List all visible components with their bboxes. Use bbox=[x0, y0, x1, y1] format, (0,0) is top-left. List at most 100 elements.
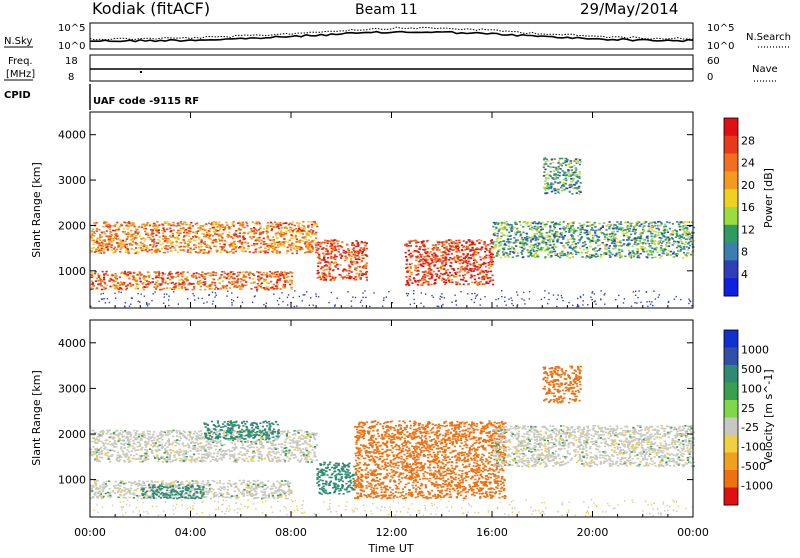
noise-dot bbox=[304, 294, 305, 295]
scatter-cell bbox=[115, 250, 117, 252]
scatter-cell bbox=[481, 247, 483, 249]
scatter-cell bbox=[529, 246, 531, 248]
scatter-cell bbox=[680, 241, 682, 243]
scatter-cell bbox=[459, 263, 461, 265]
scatter-cell bbox=[448, 243, 450, 245]
scatter-cell bbox=[459, 242, 461, 244]
scatter-cell bbox=[301, 458, 303, 460]
scatter-cell bbox=[661, 242, 663, 244]
scatter-cell bbox=[445, 270, 447, 272]
scatter-cell bbox=[609, 256, 611, 258]
scatter-cell bbox=[652, 240, 654, 242]
scatter-cell bbox=[152, 434, 154, 436]
scatter-cell bbox=[521, 233, 523, 235]
scatter-cell bbox=[586, 221, 588, 223]
scatter-cell bbox=[147, 283, 149, 285]
scatter-cell bbox=[485, 270, 487, 272]
scatter-cell bbox=[175, 245, 177, 247]
scatter-cell bbox=[555, 173, 557, 175]
scatter-cell bbox=[572, 222, 574, 224]
scatter-cell bbox=[324, 242, 326, 244]
noise-dot bbox=[309, 305, 310, 306]
scatter-cell bbox=[311, 251, 313, 253]
scatter-cell bbox=[576, 174, 578, 176]
scatter-cell bbox=[133, 225, 135, 227]
scatter-cell bbox=[317, 270, 319, 272]
scatter-cell bbox=[127, 228, 129, 230]
scatter-cell bbox=[189, 252, 191, 254]
scatter-cell bbox=[629, 223, 631, 225]
scatter-cell bbox=[152, 281, 154, 283]
scatter-cell bbox=[664, 224, 666, 226]
scatter-cell bbox=[489, 277, 491, 279]
scatter-cell bbox=[98, 238, 100, 240]
scatter-cell bbox=[431, 277, 433, 279]
scatter-cell bbox=[212, 278, 214, 280]
scatter-cell bbox=[438, 277, 440, 279]
scatter-cell bbox=[686, 256, 688, 258]
scatter-cell bbox=[169, 271, 171, 273]
scatter-cell bbox=[190, 283, 192, 285]
scatter-cell bbox=[406, 267, 408, 269]
noise-dot bbox=[192, 293, 193, 294]
scatter-cell bbox=[442, 255, 444, 257]
scatter-cell bbox=[242, 222, 244, 224]
scatter-cell bbox=[330, 256, 332, 258]
scatter-cell bbox=[546, 249, 548, 251]
scatter-cell bbox=[355, 277, 357, 279]
scatter-cell bbox=[152, 246, 154, 248]
scatter-cell bbox=[481, 248, 483, 250]
scatter-cell bbox=[455, 246, 457, 248]
scatter-cell bbox=[688, 247, 690, 249]
scatter-cell bbox=[427, 284, 429, 286]
scatter-cell bbox=[316, 226, 318, 228]
scatter-cell bbox=[170, 250, 172, 252]
scatter-cell bbox=[559, 158, 561, 160]
noise-dot bbox=[103, 298, 104, 299]
scatter-cell bbox=[406, 280, 408, 282]
noise-dot bbox=[444, 297, 445, 298]
scatter-cell bbox=[302, 221, 304, 223]
scatter-cell bbox=[676, 235, 678, 237]
scatter-cell bbox=[233, 248, 235, 250]
scatter-cell bbox=[536, 250, 538, 252]
scatter-cell bbox=[485, 255, 487, 257]
scatter-cell bbox=[216, 445, 218, 447]
scatter-cell bbox=[612, 248, 614, 250]
scatter-cell bbox=[573, 228, 575, 230]
scatter-cell bbox=[296, 232, 298, 234]
scatter-cell bbox=[487, 277, 489, 279]
scatter-cell bbox=[282, 223, 284, 225]
noise-dot bbox=[231, 299, 232, 300]
scatter-cell bbox=[135, 231, 137, 233]
scatter-cell bbox=[508, 248, 510, 250]
scatter-cell bbox=[447, 278, 449, 280]
scatter-cell bbox=[109, 229, 111, 231]
scatter-cell bbox=[200, 239, 202, 241]
scatter-cell bbox=[510, 235, 512, 237]
scatter-cell bbox=[336, 264, 338, 266]
scatter-cell bbox=[575, 183, 577, 185]
scatter-cell bbox=[150, 229, 152, 231]
scatter-cell bbox=[348, 270, 350, 272]
scatter-cell bbox=[571, 193, 573, 195]
scatter-cell bbox=[133, 272, 135, 274]
scatter-cell bbox=[102, 240, 104, 242]
scatter-cell bbox=[496, 241, 498, 243]
scatter-cell bbox=[637, 236, 639, 238]
scatter-cell bbox=[543, 167, 545, 169]
scatter-cell bbox=[242, 271, 244, 273]
scatter-cell bbox=[187, 249, 189, 251]
noise-dot bbox=[282, 301, 283, 302]
scatter-cell bbox=[175, 241, 177, 243]
scatter-cell bbox=[338, 251, 340, 253]
scatter-cell bbox=[448, 259, 450, 261]
scatter-cell bbox=[210, 250, 212, 252]
scatter-cell bbox=[304, 252, 306, 254]
scatter-cell bbox=[223, 277, 225, 279]
scatter-cell bbox=[366, 242, 368, 244]
noise-dot bbox=[423, 306, 424, 307]
scatter-cell bbox=[436, 249, 438, 251]
scatter-cell bbox=[212, 433, 214, 435]
scatter-cell bbox=[459, 275, 461, 277]
